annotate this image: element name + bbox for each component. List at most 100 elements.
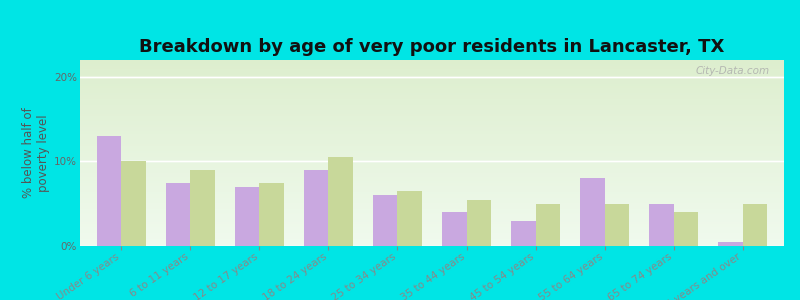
Bar [80, 73, 784, 75]
Bar [80, 173, 784, 175]
Bar [80, 231, 784, 233]
Bar [80, 82, 784, 84]
Bar [80, 168, 784, 170]
Bar [80, 95, 784, 97]
Bar [80, 240, 784, 242]
Bar [80, 133, 784, 134]
Bar [80, 214, 784, 216]
Bar [80, 177, 784, 179]
Bar [80, 194, 784, 196]
Bar [329, 157, 353, 246]
Title: Breakdown by age of very poor residents in Lancaster, TX: Breakdown by age of very poor residents … [139, 38, 725, 56]
Bar [80, 142, 784, 144]
Bar [80, 157, 784, 159]
Bar [80, 237, 784, 239]
Bar [80, 79, 784, 80]
Bar [80, 68, 784, 69]
Bar [80, 242, 784, 244]
Bar [80, 235, 784, 237]
Bar [742, 204, 766, 246]
Bar [80, 125, 784, 127]
Bar [80, 218, 784, 220]
Bar [80, 146, 784, 147]
Bar [80, 71, 784, 73]
Bar [80, 172, 784, 173]
Bar [80, 123, 784, 125]
Bar [80, 183, 784, 184]
Bar [80, 201, 784, 203]
Bar [122, 161, 146, 246]
Bar [80, 153, 784, 155]
Bar [80, 66, 784, 68]
Bar [80, 207, 784, 209]
Bar [80, 192, 784, 194]
Bar [80, 118, 784, 119]
Bar [80, 60, 784, 62]
Bar [80, 116, 784, 118]
Bar [80, 190, 784, 192]
Bar [190, 170, 214, 246]
Bar [80, 162, 784, 164]
Bar [259, 183, 284, 246]
Bar [80, 212, 784, 214]
Bar [80, 205, 784, 207]
Bar [80, 140, 784, 142]
Bar [80, 138, 784, 140]
Bar [80, 84, 784, 86]
Bar [80, 220, 784, 222]
Bar [80, 114, 784, 116]
Bar [80, 144, 784, 146]
Bar [235, 187, 259, 246]
Bar [398, 191, 422, 246]
Bar [80, 198, 784, 200]
Bar [80, 88, 784, 90]
Bar [605, 204, 629, 246]
Bar [80, 151, 784, 153]
Bar [674, 212, 698, 246]
Bar [80, 77, 784, 79]
Bar [80, 227, 784, 229]
Bar [80, 188, 784, 190]
Text: City-Data.com: City-Data.com [696, 66, 770, 76]
Bar [80, 92, 784, 94]
Bar [718, 242, 742, 246]
Bar [80, 112, 784, 114]
Bar [80, 134, 784, 136]
Bar [80, 170, 784, 172]
Bar [80, 166, 784, 168]
Bar [80, 75, 784, 77]
Bar [80, 103, 784, 105]
Bar [80, 119, 784, 122]
Bar [80, 69, 784, 71]
Bar [580, 178, 605, 246]
Bar [166, 183, 190, 246]
Bar [535, 204, 560, 246]
Bar [80, 105, 784, 106]
Bar [80, 203, 784, 205]
Bar [80, 86, 784, 88]
Bar [80, 108, 784, 110]
Bar [80, 229, 784, 231]
Bar [80, 224, 784, 226]
Bar [80, 122, 784, 123]
Bar [80, 62, 784, 64]
Bar [80, 147, 784, 149]
Bar [80, 99, 784, 101]
Bar [80, 222, 784, 224]
Bar [80, 149, 784, 151]
Bar [80, 129, 784, 131]
Bar [80, 94, 784, 95]
Bar [80, 175, 784, 177]
Bar [80, 226, 784, 227]
Bar [80, 238, 784, 240]
Bar [80, 179, 784, 181]
Bar [80, 216, 784, 218]
Bar [304, 170, 329, 246]
Bar [80, 80, 784, 82]
Bar [80, 127, 784, 129]
Bar [80, 200, 784, 201]
Y-axis label: % below half of
poverty level: % below half of poverty level [22, 108, 50, 198]
Bar [80, 184, 784, 187]
Bar [80, 211, 784, 212]
Bar [374, 195, 398, 246]
